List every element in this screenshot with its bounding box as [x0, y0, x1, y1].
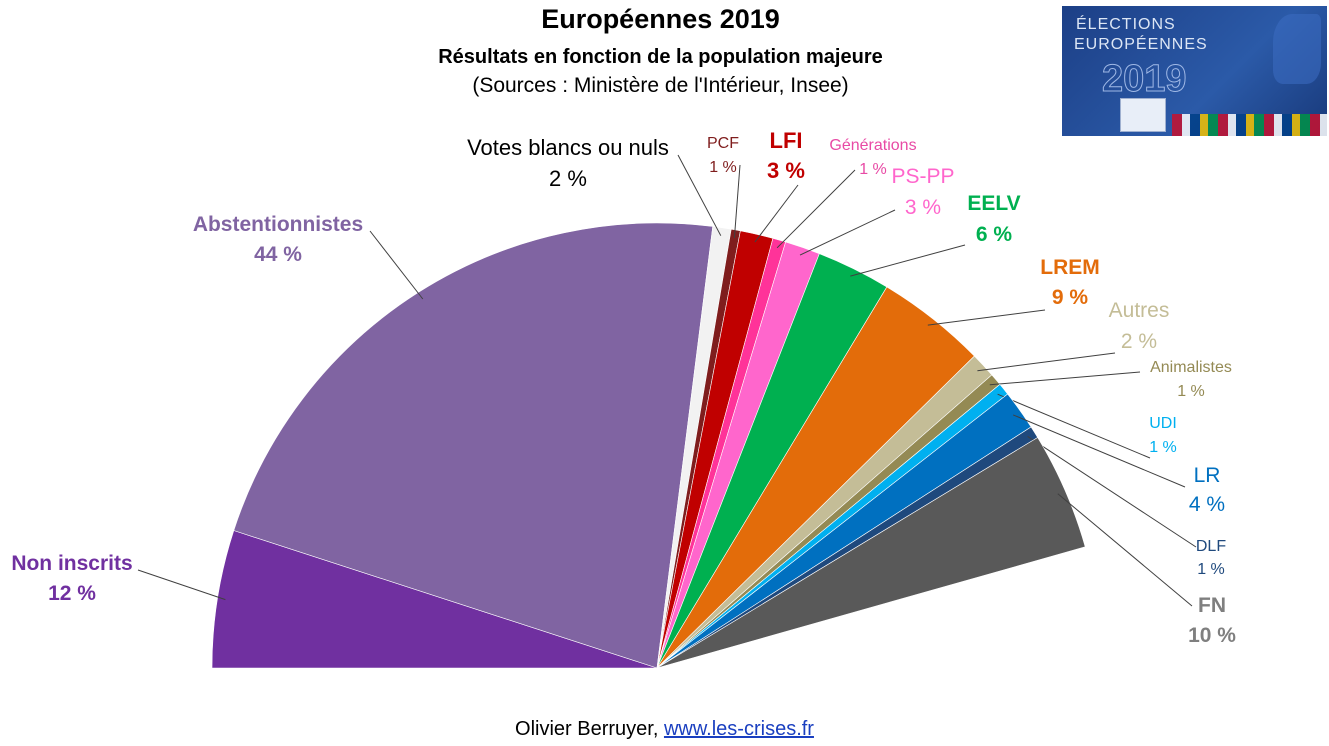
label-pcf: PCF	[707, 135, 739, 152]
envelope-icon	[1120, 98, 1166, 132]
europe-map-icon	[1273, 14, 1321, 84]
leader-line-autres	[977, 352, 1116, 372]
leader-line-eelv	[850, 244, 966, 277]
leader-line-non-inscrits	[137, 569, 226, 601]
leader-line-votes-blancs-ou-nuls	[677, 154, 722, 236]
leader-line-udi	[997, 393, 1151, 459]
leader-line-fn	[1057, 493, 1193, 607]
value-eelv: 6 %	[976, 223, 1013, 246]
chart-sources: (Sources : Ministère de l'Intérieur, Ins…	[472, 74, 849, 97]
label-autres: Autres	[1109, 299, 1170, 322]
label-dlf: DLF	[1196, 538, 1226, 555]
value-autres: 2 %	[1121, 330, 1157, 353]
slice-fn	[656, 437, 1086, 669]
value-abstentionnistes: 44 %	[254, 243, 302, 266]
leader-line-pcf	[733, 164, 741, 238]
label-lfi: LFI	[770, 128, 803, 153]
label-eelv: EELV	[967, 192, 1020, 215]
chart-title: Européennes 2019	[541, 4, 780, 34]
value-animalistes: 1 %	[1177, 383, 1205, 400]
value-ps-pp: 3 %	[905, 196, 941, 219]
label-animalistes: Animalistes	[1150, 359, 1232, 376]
label-udi: UDI	[1149, 415, 1177, 432]
leader-line-generations	[776, 169, 856, 249]
footer-author: Olivier Berruyer,	[515, 718, 664, 740]
label-non-inscrits: Non inscrits	[11, 552, 132, 575]
logo-year: 2019	[1102, 58, 1188, 101]
leader-line-animalistes	[989, 371, 1141, 386]
value-generations: 1 %	[859, 161, 887, 178]
leader-line-dlf	[1027, 435, 1197, 548]
footer-link[interactable]: www.les-crises.fr	[663, 718, 814, 740]
label-abstentionnistes: Abstentionnistes	[193, 213, 363, 236]
value-lrem: 9 %	[1052, 286, 1089, 309]
value-lr: 4 %	[1189, 493, 1225, 516]
value-non-inscrits: 12 %	[48, 582, 96, 605]
leader-line-abstentionnistes	[369, 230, 424, 300]
value-pcf: 1 %	[709, 159, 737, 176]
flags-strip	[1172, 114, 1327, 136]
value-fn: 10 %	[1188, 624, 1236, 647]
logo-line2: EUROPÉENNES	[1074, 36, 1208, 53]
leader-line-lrem	[927, 309, 1046, 326]
leader-line-lfi	[754, 184, 799, 243]
label-ps-pp: PS-PP	[891, 165, 954, 188]
value-votes-blancs-ou-nuls: 2 %	[549, 166, 587, 191]
leader-line-ps-pp	[799, 209, 896, 256]
label-lrem: LREM	[1040, 256, 1100, 279]
label-votes-blancs-ou-nuls: Votes blancs ou nuls	[467, 135, 669, 160]
leader-line-lr	[1013, 414, 1186, 488]
value-dlf: 1 %	[1197, 561, 1225, 578]
label-fn: FN	[1198, 594, 1226, 617]
footer: Olivier Berruyer, www.les-crises.fr	[0, 718, 1329, 741]
slice-abstentionnistes	[233, 222, 714, 669]
label-generations: Générations	[829, 137, 916, 154]
logo-line1: ÉLECTIONS	[1076, 16, 1176, 33]
elections-logo: ÉLECTIONS EUROPÉENNES 2019	[1062, 6, 1327, 136]
value-lfi: 3 %	[767, 158, 805, 183]
label-lr: LR	[1194, 464, 1221, 487]
chart-subtitle: Résultats en fonction de la population m…	[438, 46, 883, 68]
value-udi: 1 %	[1149, 439, 1177, 456]
